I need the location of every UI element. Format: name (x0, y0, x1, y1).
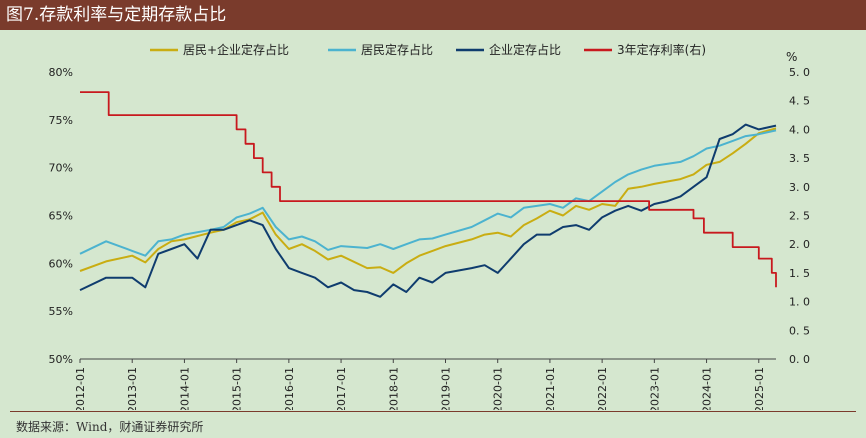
x-tick-label: 2012-01 (74, 367, 87, 410)
y2-tick-label: 2. 0 (789, 238, 810, 251)
y2-tick-label: 1. 5 (789, 267, 810, 280)
y-tick-label: 65% (49, 210, 73, 223)
x-tick-label: 2016-01 (283, 367, 296, 410)
series-line-enterprise (79, 123, 777, 298)
y-tick-label: 75% (49, 114, 73, 127)
series-line-rate (80, 91, 777, 288)
y-tick-label: 50% (49, 353, 73, 366)
y2-tick-label: 0. 0 (789, 353, 810, 366)
y2-tick-label: 2. 5 (789, 210, 810, 223)
footer-divider (10, 411, 856, 412)
source-note: 数据来源：Wind，财通证券研究所 (16, 420, 204, 434)
y-tick-label: 70% (49, 162, 73, 175)
x-tick-label: 2020-01 (492, 367, 505, 410)
x-tick-label: 2023-01 (648, 367, 661, 410)
y-tick-label: 60% (49, 257, 73, 270)
y2-tick-label: 3. 0 (789, 181, 810, 194)
x-tick-label: 2025-01 (753, 367, 766, 410)
y2-tick-label: 1. 0 (789, 296, 810, 309)
x-tick-label: 2022-01 (596, 367, 609, 410)
y-tick-label: 80% (49, 66, 73, 79)
legend-label: 居民+企业定存占比 (183, 42, 289, 57)
y2-tick-label: 4. 5 (789, 95, 810, 108)
legend-label: 3年定存利率(右) (617, 42, 706, 57)
x-tick-label: 2017-01 (335, 367, 348, 410)
y2-unit-label: % (786, 50, 797, 64)
x-tick-label: 2019-01 (439, 367, 452, 410)
y2-tick-label: 0. 5 (789, 324, 810, 337)
series-lines (79, 91, 777, 298)
series-line-resident (79, 129, 777, 257)
legend-label: 企业定存占比 (489, 42, 561, 57)
x-tick-label: 2015-01 (231, 367, 244, 410)
legend-label: 居民定存占比 (361, 42, 433, 57)
x-tick-label: 2021-01 (544, 367, 557, 410)
x-tick-label: 2018-01 (387, 367, 400, 410)
chart: 居民+企业定存占比 居民定存占比 企业定存占比 3年定存利率(右) 80% 75% 70%… (49, 42, 810, 410)
legend: 居民+企业定存占比 居民定存占比 企业定存占比 3年定存利率(右) (150, 42, 706, 57)
y2-tick-label: 5. 0 (789, 66, 810, 79)
y2-tick-label: 3. 5 (789, 152, 810, 165)
y-tick-label: 55% (49, 305, 73, 318)
title-bar: 图7.存款利率与定期存款占比 (0, 0, 866, 30)
y2-tick-label: 4. 0 (789, 123, 810, 136)
x-tick-label: 2014-01 (178, 367, 191, 410)
x-tick-label: 2013-01 (126, 367, 139, 410)
axes: 80% 75% 70% 65% 60% 55% 50% 5. 0 4. 5 4. 0 3. 5 3. … (49, 50, 810, 410)
x-tick-label: 2024-01 (701, 367, 714, 410)
chart-title: 图7.存款利率与定期存款占比 (6, 5, 227, 25)
